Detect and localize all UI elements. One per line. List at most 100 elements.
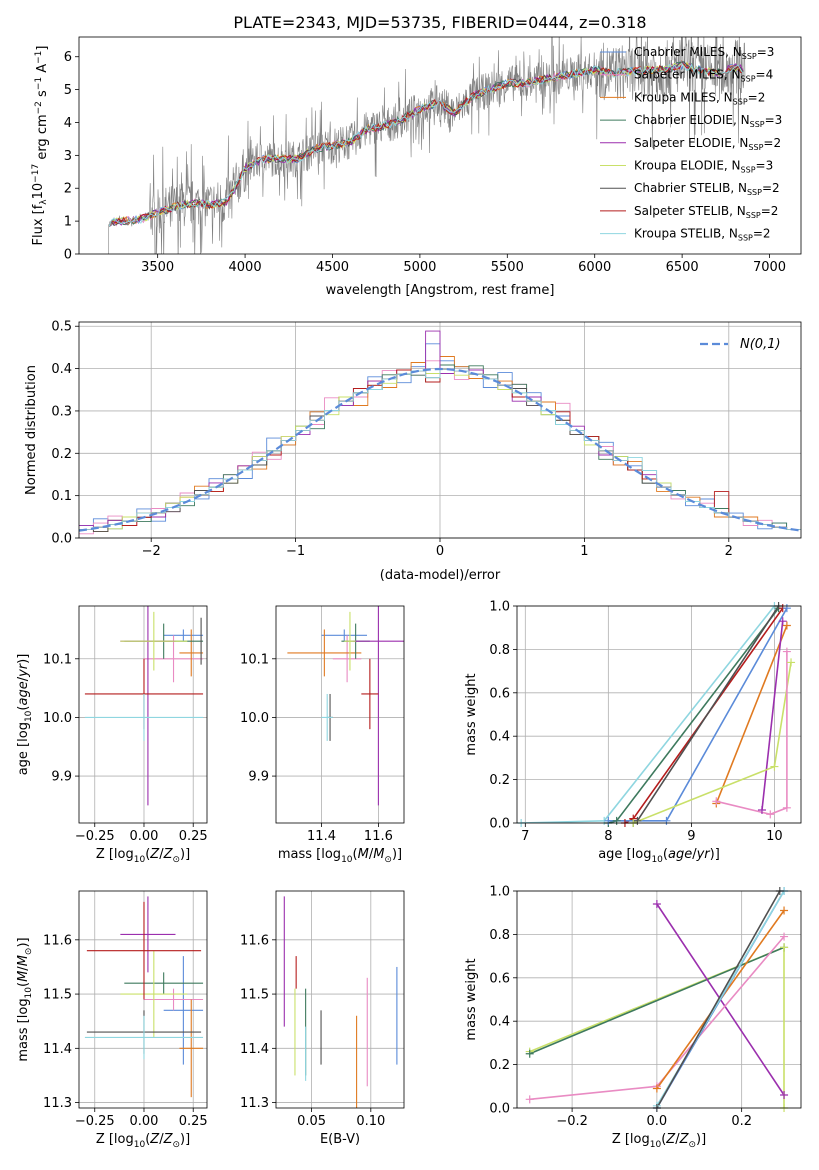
x-tick-label: 6000 <box>578 260 611 275</box>
marker-chabrier_elodie <box>612 816 621 825</box>
y-tick-label: 1 <box>64 215 72 230</box>
axes-frame <box>78 890 208 1109</box>
legend-entry-chabrier_stelib: Chabrier STELIB, NSSP=2 <box>634 181 780 197</box>
legend-entry-salpeter_stelib: Salpeter STELIB, NSSP=2 <box>634 204 778 220</box>
y-axis-label: Normed distribution <box>24 365 39 495</box>
marker-salpeter_elodie <box>780 1090 789 1099</box>
panel-cumulative_mass_weight_vs_age: 7 8 9 10 0.0 0.2 0.4 0.6 0.8 1.0 age [log10(age/yr… <box>464 600 802 865</box>
marker-chabrier_elodie <box>525 1049 534 1058</box>
panel-mass_vs_ebv: 0.05 0.10 11.3 11.4 11.5 11.6 E(B-V) <box>240 890 405 1147</box>
legend-entry-kroupa_elodie: Kroupa ELODIE, NSSP=3 <box>634 159 773 175</box>
y-tick-label: 11.3 <box>43 1096 72 1111</box>
y-axis-label: age [log10(age/yr)] <box>16 654 34 776</box>
y-tick-label: 0.3 <box>51 404 72 419</box>
marker-kroupa_miles <box>782 621 791 630</box>
y-tick-label: 11.4 <box>43 1042 72 1057</box>
axes-frame <box>275 890 405 1109</box>
y-tick-label: 0.0 <box>51 532 72 547</box>
spectrum-legend: Chabrier MILES, NSSP=3 Salpeter MILES, NS… <box>600 45 782 243</box>
x-tick-label: 2 <box>725 544 733 559</box>
legend-entry-kroupa_stelib: Kroupa STELIB, NSSP=2 <box>634 227 771 243</box>
x-tick-label: 0.2 <box>731 1114 752 1129</box>
x-axis-label: E(B-V) <box>320 1132 360 1147</box>
x-tick-label: 11.4 <box>307 829 336 844</box>
panel-mass_vs_Z: −0.25 0.00 0.25 11.3 11.4 11.5 11.6 Z [log10(Z/… <box>16 890 208 1150</box>
residual-legend: N(0,1) <box>700 337 781 352</box>
y-tick-label: 10.1 <box>43 652 72 667</box>
marker-salpeter_miles <box>525 1095 534 1104</box>
panel-residuals: −2 −1 0 1 2 0.0 0.1 0.2 0.3 0.4 0.5 N(0,1) (data-mod… <box>24 320 802 583</box>
y-tick-label: 9.9 <box>51 770 72 785</box>
x-tick-label: 7 <box>521 829 529 844</box>
cumulative-line-chabrier_elodie <box>529 946 785 1055</box>
marker-salpeter_miles <box>782 647 791 656</box>
model-line-kroupa_stelib <box>108 62 744 227</box>
x-tick-label: 0.00 <box>130 1114 159 1129</box>
x-axis-label: wavelength [Angstrom, rest frame] <box>326 283 555 298</box>
x-tick-label: 0.0 <box>647 1114 668 1129</box>
axes-frame <box>516 605 802 824</box>
y-tick-label: 0.4 <box>489 730 510 745</box>
y-tick-label: 5 <box>64 83 72 98</box>
y-tick-label: 0.6 <box>489 971 510 986</box>
y-tick-label: 1.0 <box>489 885 510 900</box>
y-axis-label: Flux [fλ10−17 erg cm−2 s−1 A−1] <box>31 46 50 246</box>
x-tick-label: 3500 <box>141 260 174 275</box>
y-tick-label: 0.4 <box>489 1015 510 1030</box>
y-tick-label: 1.0 <box>489 600 510 615</box>
marker-salpeter_miles <box>782 803 791 812</box>
x-tick-label: 4500 <box>316 260 349 275</box>
legend-entry-kroupa_miles: Kroupa MILES, NSSP=2 <box>634 90 765 106</box>
legend-entry-salpeter_elodie: Salpeter ELODIE, NSSP=2 <box>634 136 781 152</box>
x-tick-label: 11.6 <box>364 829 393 844</box>
y-tick-label: 10.0 <box>43 711 72 726</box>
cumulative-line-kroupa_miles <box>715 625 788 804</box>
marker-salpeter_elodie <box>778 617 787 626</box>
y-tick-label: 0.2 <box>489 773 510 788</box>
y-tick-label: 0 <box>64 248 72 263</box>
cumulative-line-chabrier_stelib <box>632 606 780 823</box>
x-tick-label: 0.25 <box>179 1114 208 1129</box>
x-axis-label: (data-model)/error <box>380 568 501 583</box>
axes-frame <box>78 36 802 255</box>
y-tick-label: 11.3 <box>240 1096 269 1111</box>
y-tick-label: 3 <box>64 149 72 164</box>
marker-kroupa_miles <box>652 1084 661 1093</box>
x-axis-label: Z [log10(Z/Z⊙)] <box>612 1132 706 1150</box>
cumulative-line-salpeter_elodie <box>761 621 784 811</box>
marker-kroupa_miles <box>780 906 789 915</box>
plot-area-mass_vs_ebv <box>283 896 398 1108</box>
y-tick-label: 11.5 <box>43 988 72 1003</box>
plot-area-residuals <box>79 330 801 535</box>
cumulative-line-kroupa_stelib <box>521 606 776 823</box>
plot-area-spectrum <box>108 37 746 254</box>
marker-kroupa_elodie <box>770 762 779 771</box>
x-tick-label: −0.2 <box>556 1114 588 1129</box>
x-axis-label: mass [log10(M/M⊙)] <box>278 847 402 865</box>
x-tick-label: 8 <box>604 829 612 844</box>
plot-area-age_vs_mass <box>287 606 404 806</box>
y-axis-label: mass weight <box>464 958 479 1040</box>
axes-frame <box>516 890 802 1109</box>
x-axis-label: age [log10(age/yr)] <box>598 847 720 865</box>
cumulative-line-kroupa_elodie <box>633 662 792 823</box>
y-tick-label: 9.9 <box>248 770 269 785</box>
y-tick-label: 0.5 <box>51 320 72 335</box>
y-tick-label: 10.1 <box>240 652 269 667</box>
y-tick-label: 0.2 <box>51 447 72 462</box>
y-tick-label: 0.0 <box>489 1102 510 1117</box>
x-tick-label: −0.25 <box>75 1114 115 1129</box>
y-tick-label: 0.0 <box>489 817 510 832</box>
plot-area-mass_vs_Z <box>84 896 204 1098</box>
axes-frame <box>275 605 405 824</box>
marker-salpeter_miles <box>780 932 789 941</box>
plot-area-cumulative_mass_weight_vs_Z <box>529 891 785 1108</box>
x-tick-label: 0 <box>436 544 444 559</box>
y-tick-label: 0.2 <box>489 1058 510 1073</box>
marker-salpeter_miles <box>712 797 721 806</box>
y-tick-label: 0.8 <box>489 928 510 943</box>
marker-chabrier_miles <box>604 816 613 825</box>
x-axis-label: Z [log10(Z/Z⊙)] <box>96 847 190 865</box>
x-tick-label: 7000 <box>753 260 786 275</box>
cumulative-line-salpeter_stelib <box>624 607 784 823</box>
